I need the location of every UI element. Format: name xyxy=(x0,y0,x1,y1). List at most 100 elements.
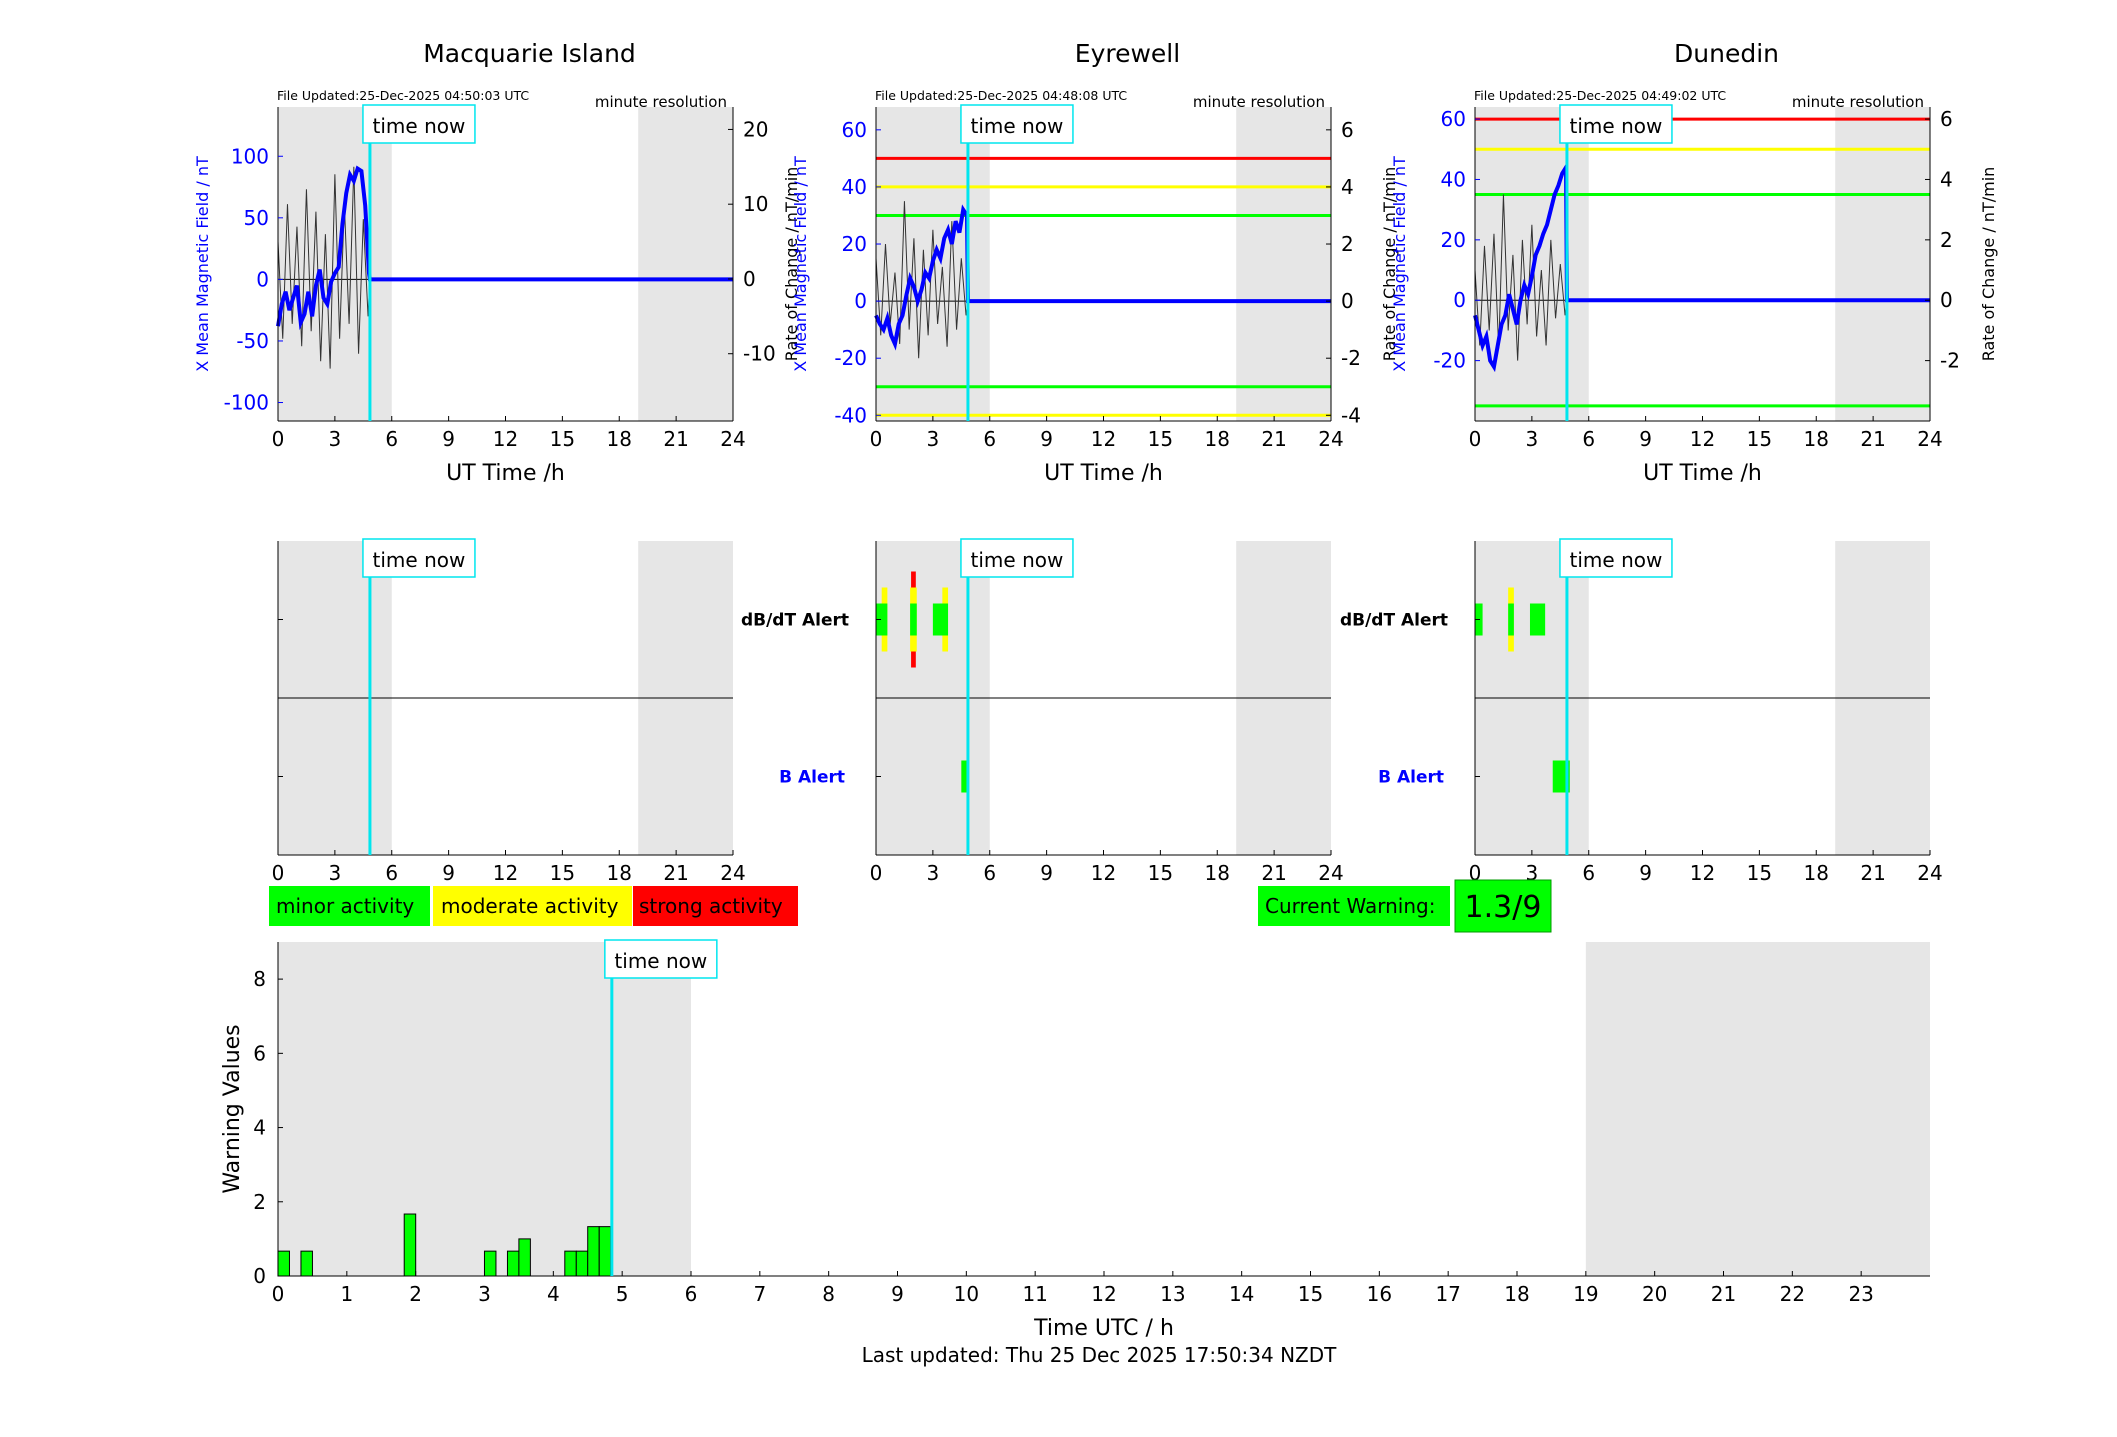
legend-minor-label: minor activity xyxy=(276,894,414,918)
y-right-tick-label: 6 xyxy=(1341,118,1354,142)
x-tick-label: 15 xyxy=(1148,861,1173,885)
field-series-line xyxy=(276,165,733,331)
y-tick-label: 50 xyxy=(244,206,269,230)
y-tick-label: 0 xyxy=(854,289,867,313)
x-tick-label: 6 xyxy=(1582,427,1595,451)
y-tick-label: 60 xyxy=(842,118,867,142)
y-tick-label: 40 xyxy=(842,175,867,199)
x-tick-label: 4 xyxy=(547,1282,560,1306)
x-tick-label: 3 xyxy=(927,427,940,451)
x-tick-label: 0 xyxy=(272,427,285,451)
y-right-tick-label: 0 xyxy=(743,267,756,291)
panel-title: Eyrewell xyxy=(1075,39,1180,68)
warning-bar xyxy=(564,1250,577,1277)
x-tick-label: 18 xyxy=(1804,861,1829,885)
y-tick-label: -20 xyxy=(1433,349,1466,373)
y-right-tick-label: 0 xyxy=(1940,288,1953,312)
x-tick-label: 0 xyxy=(870,427,883,451)
time-now-box xyxy=(960,104,1074,144)
x-axis-label: UT Time /h xyxy=(1044,461,1163,486)
y-right-tick-label: -4 xyxy=(1341,403,1361,427)
warning-bar xyxy=(300,1250,313,1277)
last-updated: Last updated: Thu 25 Dec 2025 17:50:34 N… xyxy=(862,1343,1338,1367)
x-tick-label: 18 xyxy=(607,427,632,451)
time-now-label: time now xyxy=(1570,548,1663,572)
x-tick-label: 12 xyxy=(493,427,518,451)
x-tick-label: 3 xyxy=(1526,427,1539,451)
shaded-region xyxy=(278,107,392,421)
warning-values-panel: 0 1 2 3 4 5 6 7 8 9 10 11 12 13 14 15 16 17 18 19 20 21 22 2302… xyxy=(220,939,1930,1341)
y-right-tick-label: 10 xyxy=(743,192,768,216)
warning-bar xyxy=(483,1250,497,1277)
dunedin-alert-panel: 0 3 6 9 12 15 18 21 24 dB/dT Alert B Alert time now xyxy=(1340,538,1943,885)
x-tick-label: 18 xyxy=(607,861,632,885)
y-right-tick-label: 4 xyxy=(1341,175,1354,199)
x-tick-label: 24 xyxy=(1318,427,1343,451)
time-now-box xyxy=(362,104,476,144)
x-tick-label: 3 xyxy=(329,427,342,451)
legend-moderate-swatch xyxy=(433,886,632,926)
y-right-tick-label: 4 xyxy=(1940,167,1953,191)
y-tick-label: 0 xyxy=(256,267,269,291)
x-axis-label: Time UTC / h xyxy=(1033,1316,1174,1341)
current-warning-label-box xyxy=(1258,886,1450,926)
macquarie-field-panel: Macquarie Island File Updated:25-Dec-2025… xyxy=(193,39,801,486)
x-tick-label: 21 xyxy=(1261,861,1286,885)
x-tick-label: 6 xyxy=(983,427,996,451)
alert-bar xyxy=(961,760,969,793)
x-tick-label: 12 xyxy=(1091,1282,1116,1306)
x-tick-label: 2 xyxy=(409,1282,422,1306)
x-tick-label: 12 xyxy=(1690,861,1715,885)
x-tick-label: 23 xyxy=(1848,1282,1873,1306)
file-updated-label: File Updated:25-Dec-2025 04:49:02 UTC xyxy=(1474,88,1726,103)
legend-moderate-label: moderate activity xyxy=(441,894,619,918)
dbdt-alert-label: dB/dT Alert xyxy=(741,611,849,631)
shaded-region xyxy=(1835,107,1930,421)
activity-legend: minor activity moderate activity strong … xyxy=(269,886,798,926)
field-series-line xyxy=(874,204,1331,351)
y-tick-label: 6 xyxy=(253,1041,266,1065)
current-warning-label: Current Warning: xyxy=(1265,894,1435,918)
time-now-box xyxy=(1559,538,1673,578)
y-right-axis-label: Rate of Change / nT/min xyxy=(782,167,801,362)
x-tick-label: 15 xyxy=(1298,1282,1323,1306)
x-tick-label: 24 xyxy=(1318,861,1343,885)
x-tick-label: 9 xyxy=(891,1282,904,1306)
warning-bar xyxy=(518,1238,531,1277)
alert-bar xyxy=(1508,603,1514,636)
x-axis-label: UT Time /h xyxy=(1643,461,1762,486)
x-tick-label: 0 xyxy=(870,861,883,885)
time-now-box xyxy=(362,538,476,578)
x-tick-label: 21 xyxy=(1261,427,1286,451)
x-tick-label: 18 xyxy=(1205,427,1230,451)
y-tick-label: 0 xyxy=(1453,288,1466,312)
y-tick-label: 100 xyxy=(231,144,269,168)
time-now-label: time now xyxy=(373,114,466,138)
x-tick-label: 6 xyxy=(385,427,398,451)
x-tick-label: 21 xyxy=(1860,861,1885,885)
x-tick-label: 12 xyxy=(493,861,518,885)
x-tick-label: 24 xyxy=(720,427,745,451)
y-right-axis-label: Rate of Change / nT/min xyxy=(1979,167,1998,362)
x-tick-label: 18 xyxy=(1504,1282,1529,1306)
time-now-box xyxy=(604,939,718,979)
y-tick-label: -100 xyxy=(224,391,269,415)
x-tick-label: 3 xyxy=(329,861,342,885)
resolution-label: minute resolution xyxy=(1792,93,1924,111)
shaded-region xyxy=(638,107,733,421)
x-tick-label: 0 xyxy=(1469,427,1482,451)
x-tick-label: 15 xyxy=(1747,861,1772,885)
current-warning-value-box xyxy=(1454,879,1552,933)
time-now-label: time now xyxy=(971,114,1064,138)
x-tick-label: 9 xyxy=(1040,427,1053,451)
x-tick-label: 20 xyxy=(1642,1282,1667,1306)
y-right-tick-label: 2 xyxy=(1940,228,1953,252)
y-tick-label: 40 xyxy=(1441,167,1466,191)
x-tick-label: 24 xyxy=(720,861,745,885)
x-tick-label: 24 xyxy=(1917,427,1942,451)
time-now-box xyxy=(1559,104,1673,144)
y-right-axis-label: Rate of Change / nT/min xyxy=(1380,167,1399,362)
legend-strong-swatch xyxy=(633,886,798,926)
y-tick-label: 2 xyxy=(253,1190,266,1214)
